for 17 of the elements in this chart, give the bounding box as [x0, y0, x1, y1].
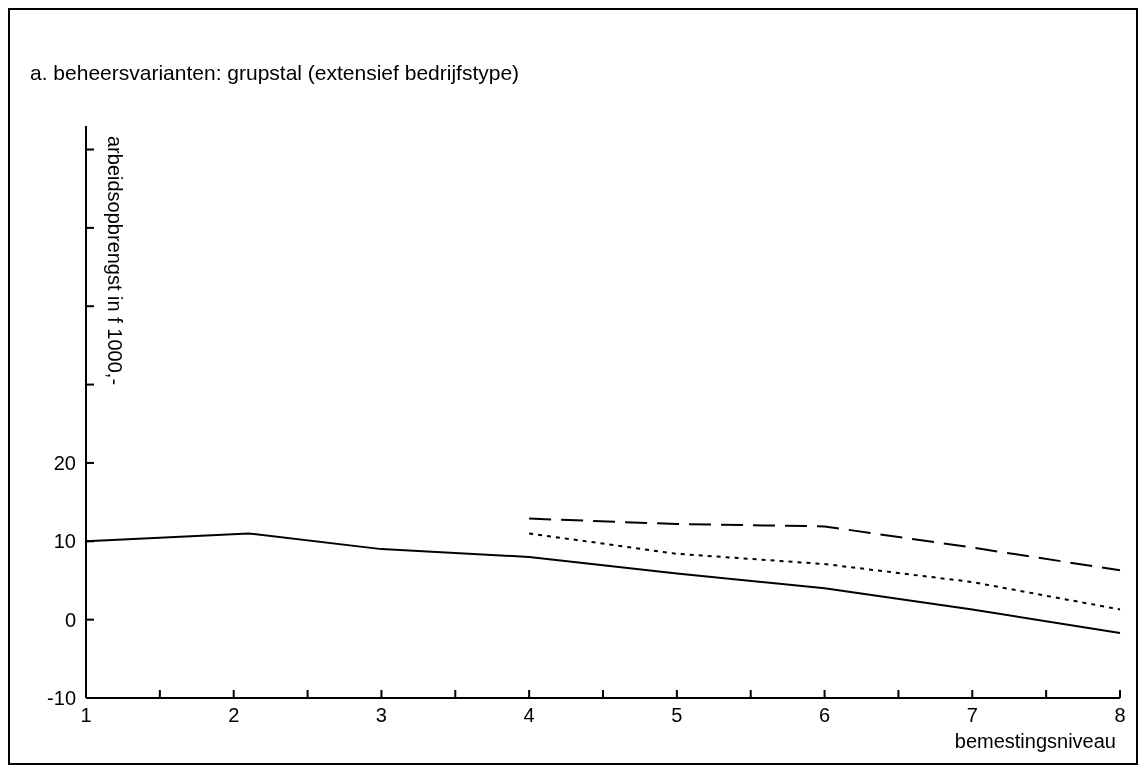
x-tick-label: 4 — [523, 704, 535, 726]
y-tick-label: 20 — [53, 451, 76, 474]
x-tick-label: 3 — [375, 704, 387, 726]
line-series — [528, 532, 1121, 611]
x-axis-title: bemestingsniveau — [954, 730, 1116, 752]
x-tick-label: 7 — [966, 704, 978, 726]
x-tick-label: 6 — [819, 704, 831, 726]
y-tick-label: 10 — [53, 530, 76, 553]
x-tick-label: 1 — [80, 704, 92, 726]
x-tick-label: 5 — [671, 704, 683, 726]
line-series — [528, 517, 1121, 572]
x-tick-label: 8 — [1114, 704, 1126, 726]
chart-title: a. beheersvarianten: grupstal (extensief bedrijfstype) — [30, 61, 520, 84]
y-tick-label: 0 — [64, 608, 76, 631]
y-tick-label: -10 — [47, 687, 76, 709]
y-axis-title: arbeidsopbrengst in f 1000,- — [104, 136, 126, 386]
x-tick-label: 2 — [228, 704, 240, 726]
